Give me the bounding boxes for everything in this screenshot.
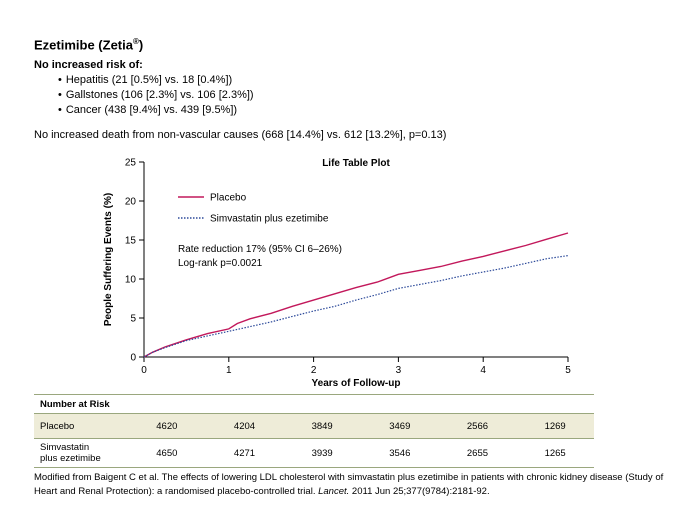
risk-cell: 2566 (438, 413, 517, 439)
risk-cell: 2655 (438, 438, 517, 468)
legend-label: Simvastatin plus ezetimibe (210, 214, 329, 225)
chart-title: Life Table Plot (322, 158, 390, 169)
risk-subheading: No increased risk of: (34, 59, 143, 71)
risk-bullet-list: Hepatitis (21 [0.5%] vs. 18 [0.4%]) Gall… (58, 73, 254, 117)
risk-cell: 3939 (283, 438, 361, 468)
chart-annotation: Rate reduction 17% (95% CI 6–26%) (178, 244, 342, 255)
x-tick-label: 0 (141, 365, 147, 376)
row-label: Placebo (34, 413, 128, 439)
y-tick-label: 15 (125, 236, 137, 247)
y-tick-label: 10 (125, 275, 137, 286)
risk-cell: 1265 (516, 438, 594, 468)
page-title: Ezetimibe (Zetia®) (34, 37, 144, 53)
risk-cell: 4271 (205, 438, 284, 468)
row-label: Simvastatin plus ezetimibe (34, 438, 128, 468)
table-row: Simvastatin plus ezetimibe 4650 4271 3939… (34, 438, 594, 468)
number-at-risk-table: Number at Risk Placebo 4620 4204 3849 34… (34, 394, 594, 468)
risk-table-header-row: Number at Risk (34, 394, 594, 414)
bullet-gallstones: Gallstones (106 [2.3%] vs. 106 [2.3%]) (58, 88, 254, 103)
risk-table-header: Number at Risk (34, 394, 594, 414)
x-tick-label: 3 (396, 365, 402, 376)
risk-cell: 4204 (205, 413, 284, 439)
bullet-cancer: Cancer (438 [9.4%] vs. 439 [9.5%]) (58, 103, 254, 118)
table-row: Placebo 4620 4204 3849 3469 2566 1269 (34, 413, 594, 439)
x-tick-label: 5 (565, 365, 571, 376)
x-axis-label: Years of Follow-up (312, 378, 401, 389)
series-line-placebo (143, 232, 569, 358)
x-tick-label: 4 (480, 365, 486, 376)
x-tick-label: 2 (311, 365, 317, 376)
risk-cell: 4620 (128, 413, 206, 439)
y-tick-label: 0 (130, 353, 136, 364)
y-tick-label: 5 (130, 314, 136, 325)
risk-cell: 1269 (516, 413, 594, 439)
y-axis-label: People Suffering Events (%) (103, 193, 114, 326)
risk-cell: 3849 (283, 413, 361, 439)
life-table-chart: 0 5 10 15 20 25 0 1 2 3 4 5 Years of Follow-up People… (103, 158, 571, 390)
non-vascular-death-note: No increased death from non-vascular cau… (34, 129, 447, 141)
risk-cell: 3469 (360, 413, 439, 439)
legend-label: Placebo (210, 193, 247, 204)
x-tick-label: 1 (226, 365, 232, 376)
y-tick-label: 20 (125, 197, 137, 208)
bullet-hepatitis: Hepatitis (21 [0.5%] vs. 18 [0.4%]) (58, 73, 254, 88)
source-footnote: Modified from Baigent C et al. The effec… (34, 472, 664, 497)
chart-annotation: Log-rank p=0.0021 (178, 258, 263, 269)
y-tick-label: 25 (125, 158, 137, 169)
risk-cell: 3546 (360, 438, 439, 468)
risk-cell: 4650 (128, 438, 206, 468)
series-line-simvastatin-ezetimibe (143, 255, 569, 358)
